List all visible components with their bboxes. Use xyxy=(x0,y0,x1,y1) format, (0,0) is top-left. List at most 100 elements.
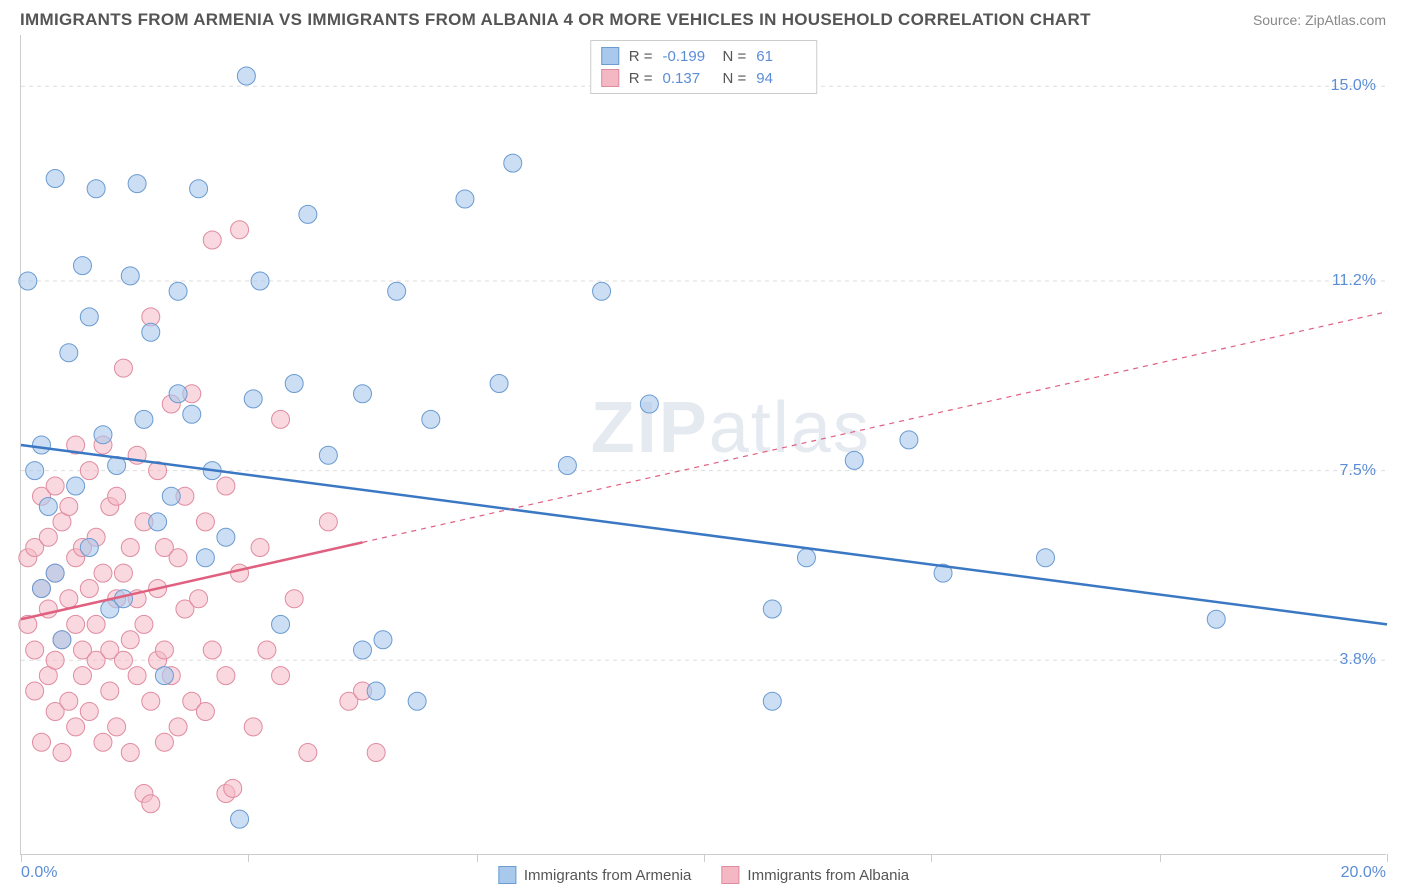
stat-label-n: N = xyxy=(723,48,747,65)
scatter-point xyxy=(354,385,372,403)
scatter-point xyxy=(272,615,290,633)
scatter-point xyxy=(135,410,153,428)
x-tick xyxy=(704,854,705,862)
scatter-point xyxy=(244,390,262,408)
source-label: Source: ZipAtlas.com xyxy=(1253,12,1386,28)
scatter-point xyxy=(231,221,249,239)
legend-label-albania: Immigrants from Albania xyxy=(747,867,909,884)
scatter-point xyxy=(94,564,112,582)
scatter-point xyxy=(504,154,522,172)
scatter-point xyxy=(354,641,372,659)
scatter-point xyxy=(169,549,187,567)
series-legend: Immigrants from Armenia Immigrants from … xyxy=(498,866,909,884)
stat-r-albania: 0.137 xyxy=(663,70,713,87)
scatter-point xyxy=(299,205,317,223)
scatter-point xyxy=(196,703,214,721)
x-tick xyxy=(248,854,249,862)
scatter-point xyxy=(162,487,180,505)
scatter-point xyxy=(121,539,139,557)
scatter-point xyxy=(121,631,139,649)
scatter-point xyxy=(224,779,242,797)
scatter-point xyxy=(1037,549,1055,567)
scatter-point xyxy=(46,651,64,669)
scatter-point xyxy=(39,528,57,546)
scatter-point xyxy=(80,703,98,721)
chart-title: IMMIGRANTS FROM ARMENIA VS IMMIGRANTS FR… xyxy=(20,10,1091,30)
legend-item-armenia: Immigrants from Armenia xyxy=(498,866,692,884)
scatter-point xyxy=(299,744,317,762)
scatter-point xyxy=(87,615,105,633)
scatter-point xyxy=(32,733,50,751)
scatter-point xyxy=(558,457,576,475)
scatter-point xyxy=(203,641,221,659)
scatter-point xyxy=(169,385,187,403)
scatter-point xyxy=(285,590,303,608)
scatter-point xyxy=(490,375,508,393)
scatter-point xyxy=(94,426,112,444)
y-tick-label: 15.0% xyxy=(1331,77,1376,95)
scatter-point xyxy=(272,410,290,428)
scatter-point xyxy=(46,477,64,495)
scatter-point xyxy=(408,692,426,710)
scatter-point xyxy=(101,682,119,700)
scatter-point xyxy=(32,436,50,454)
legend-swatch-albania xyxy=(721,866,739,884)
scatter-point xyxy=(367,682,385,700)
scatter-point xyxy=(114,359,132,377)
scatter-point xyxy=(593,282,611,300)
legend-swatch-albania xyxy=(601,69,619,87)
scatter-point xyxy=(319,513,337,531)
scatter-point xyxy=(251,539,269,557)
scatter-point xyxy=(53,744,71,762)
scatter-point xyxy=(231,564,249,582)
scatter-point xyxy=(60,692,78,710)
x-tick xyxy=(931,854,932,862)
stat-r-armenia: -0.199 xyxy=(663,48,713,65)
scatter-point xyxy=(19,272,37,290)
scatter-point xyxy=(237,67,255,85)
scatter-point xyxy=(763,692,781,710)
scatter-point xyxy=(203,231,221,249)
scatter-point xyxy=(67,718,85,736)
stats-legend-row-albania: R = 0.137 N = 94 xyxy=(601,67,807,89)
scatter-point xyxy=(196,513,214,531)
scatter-point xyxy=(231,810,249,828)
scatter-point xyxy=(251,272,269,290)
scatter-point xyxy=(87,180,105,198)
scatter-point xyxy=(456,190,474,208)
stat-n-albania: 94 xyxy=(756,70,806,87)
scatter-point xyxy=(73,667,91,685)
scatter-point xyxy=(67,477,85,495)
scatter-point xyxy=(114,651,132,669)
scatter-point xyxy=(142,692,160,710)
legend-item-albania: Immigrants from Albania xyxy=(721,866,909,884)
scatter-point xyxy=(128,667,146,685)
scatter-point xyxy=(80,580,98,598)
plot-area xyxy=(21,35,1386,854)
scatter-point xyxy=(46,564,64,582)
scatter-point xyxy=(128,175,146,193)
scatter-point xyxy=(155,667,173,685)
stat-n-armenia: 61 xyxy=(756,48,806,65)
scatter-point xyxy=(155,641,173,659)
scatter-point xyxy=(797,549,815,567)
scatter-point xyxy=(114,564,132,582)
scatter-point xyxy=(422,410,440,428)
y-tick-label: 11.2% xyxy=(1332,272,1376,290)
scatter-point xyxy=(640,395,658,413)
scatter-point xyxy=(53,631,71,649)
scatter-point xyxy=(845,451,863,469)
stat-label-r: R = xyxy=(629,48,653,65)
scatter-point xyxy=(26,462,44,480)
scatter-point xyxy=(121,267,139,285)
x-tick xyxy=(477,854,478,862)
scatter-point xyxy=(80,308,98,326)
scatter-point xyxy=(169,282,187,300)
scatter-point xyxy=(142,323,160,341)
scatter-point xyxy=(26,641,44,659)
scatter-point xyxy=(374,631,392,649)
x-axis-max-label: 20.0% xyxy=(1341,864,1386,882)
scatter-point xyxy=(196,549,214,567)
scatter-point xyxy=(142,795,160,813)
legend-label-armenia: Immigrants from Armenia xyxy=(524,867,692,884)
